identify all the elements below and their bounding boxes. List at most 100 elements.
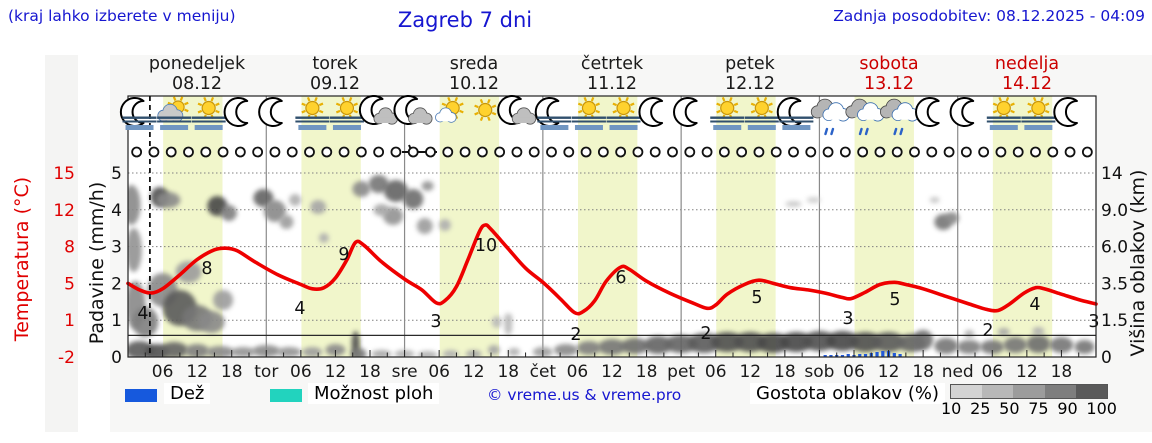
moon-icon	[915, 97, 940, 127]
svg-text:6: 6	[615, 268, 626, 288]
svg-text:12: 12	[601, 362, 623, 382]
density-value: 75	[1028, 399, 1049, 418]
location-hint: (kraj lahko izberete v meniju)	[8, 7, 236, 25]
svg-text:12: 12	[53, 201, 75, 221]
cloud-density-gradient-bar	[950, 384, 1108, 399]
day-header: nedelja 14.12	[994, 54, 1060, 94]
cloud-density-values: 10 25 50 75 90 100	[941, 399, 1117, 418]
svg-text:06: 06	[981, 362, 1003, 382]
svg-text:4: 4	[294, 299, 305, 319]
svg-text:-2: -2	[58, 348, 75, 368]
svg-text:4: 4	[137, 304, 148, 324]
svg-text:4: 4	[1029, 295, 1040, 315]
sun-smallcloud-icon	[435, 96, 464, 123]
svg-text:18: 18	[1051, 362, 1073, 382]
svg-text:3: 3	[842, 309, 853, 329]
sun-fog-icon	[1021, 96, 1056, 130]
svg-text:18: 18	[774, 362, 796, 382]
svg-text:1: 1	[111, 311, 122, 331]
density-value: 10	[941, 399, 962, 418]
sun-icon	[474, 98, 497, 122]
svg-text:5: 5	[111, 164, 122, 184]
density-value: 50	[999, 399, 1020, 418]
svg-text:06: 06	[705, 362, 727, 382]
showers-legend-label: Možnost ploh	[308, 383, 440, 404]
sun-cloud-fog-icon	[157, 96, 192, 130]
moon-cloud-icon	[358, 95, 398, 125]
svg-text:ned: ned	[942, 362, 974, 382]
last-update-label: Zadnja posodobitev: 08.12.2025 - 04:09	[833, 7, 1145, 25]
svg-text:12: 12	[325, 362, 347, 382]
svg-text:3: 3	[1088, 312, 1099, 332]
svg-text:0: 0	[111, 348, 122, 368]
moon-icon	[949, 97, 975, 127]
density-value: 25	[970, 399, 991, 418]
svg-text:3: 3	[111, 238, 122, 258]
svg-text:06: 06	[843, 362, 865, 382]
moon-cloud-icon	[497, 95, 537, 125]
moon-icon	[258, 97, 283, 127]
moon-icon	[638, 97, 664, 127]
day-header: ponedeljek 08.12	[148, 54, 246, 94]
svg-text:18: 18	[636, 362, 658, 382]
svg-text:3.5: 3.5	[1101, 274, 1128, 294]
sun-fog-icon	[571, 96, 606, 130]
svg-text:14: 14	[1101, 164, 1123, 184]
svg-text:6.0: 6.0	[1101, 238, 1128, 258]
sun-fog-icon	[986, 96, 1021, 130]
svg-text:12: 12	[186, 362, 208, 382]
moon-fog-icon	[776, 97, 814, 130]
svg-text:5: 5	[64, 274, 75, 294]
moon-cloud-icon	[393, 95, 433, 125]
sun-fog-icon	[744, 96, 779, 130]
svg-text:06: 06	[428, 362, 450, 382]
svg-text:8: 8	[201, 259, 212, 279]
svg-text:2: 2	[111, 274, 122, 294]
svg-text:18: 18	[359, 362, 381, 382]
svg-text:čet: čet	[530, 362, 557, 382]
svg-text:9: 9	[338, 245, 349, 265]
svg-text:12: 12	[1016, 362, 1038, 382]
svg-text:15: 15	[53, 164, 75, 184]
svg-text:2: 2	[982, 321, 993, 341]
day-header: sobota 13.12	[859, 54, 919, 94]
rain-legend-swatch	[125, 389, 157, 402]
svg-text:18: 18	[221, 362, 243, 382]
svg-text:06: 06	[152, 362, 174, 382]
moon-icon	[673, 97, 698, 127]
svg-text:sob: sob	[804, 362, 834, 382]
svg-text:18: 18	[497, 362, 519, 382]
svg-text:10: 10	[475, 236, 497, 256]
sun-fog-icon	[295, 96, 330, 130]
sun-fog-icon	[710, 96, 745, 130]
svg-text:12: 12	[739, 362, 761, 382]
svg-text:3: 3	[430, 312, 441, 332]
day-header: petek 12.12	[724, 54, 776, 94]
sun-fog-icon	[329, 96, 364, 130]
rain-cloud-icon	[810, 98, 850, 136]
moon-fog-icon	[119, 97, 157, 130]
rain-cloud-icon	[845, 98, 885, 136]
svg-text:2: 2	[570, 325, 581, 345]
density-value: 90	[1057, 399, 1078, 418]
svg-text:sre: sre	[392, 362, 418, 382]
rain-legend-label: Dež	[164, 383, 211, 404]
svg-text:06: 06	[567, 362, 589, 382]
moon-fog-icon	[534, 97, 572, 130]
page-title: Zagreb 7 dni	[397, 8, 533, 32]
svg-text:tor: tor	[254, 362, 278, 382]
svg-text:18: 18	[912, 362, 934, 382]
svg-text:06: 06	[290, 362, 312, 382]
sun-fog-icon	[606, 96, 641, 130]
copyright-link[interactable]: © vreme.us & vreme.pro	[487, 386, 682, 404]
sun-fog-icon	[191, 96, 226, 130]
svg-text:5: 5	[889, 290, 900, 310]
day-header: četrtek 11.12	[580, 54, 644, 94]
svg-text:9.0: 9.0	[1101, 201, 1128, 221]
cloud-density-legend-label: Gostota oblakov (%)	[750, 383, 946, 404]
svg-text:5: 5	[751, 288, 762, 308]
svg-text:2: 2	[700, 324, 711, 344]
svg-text:12: 12	[878, 362, 900, 382]
